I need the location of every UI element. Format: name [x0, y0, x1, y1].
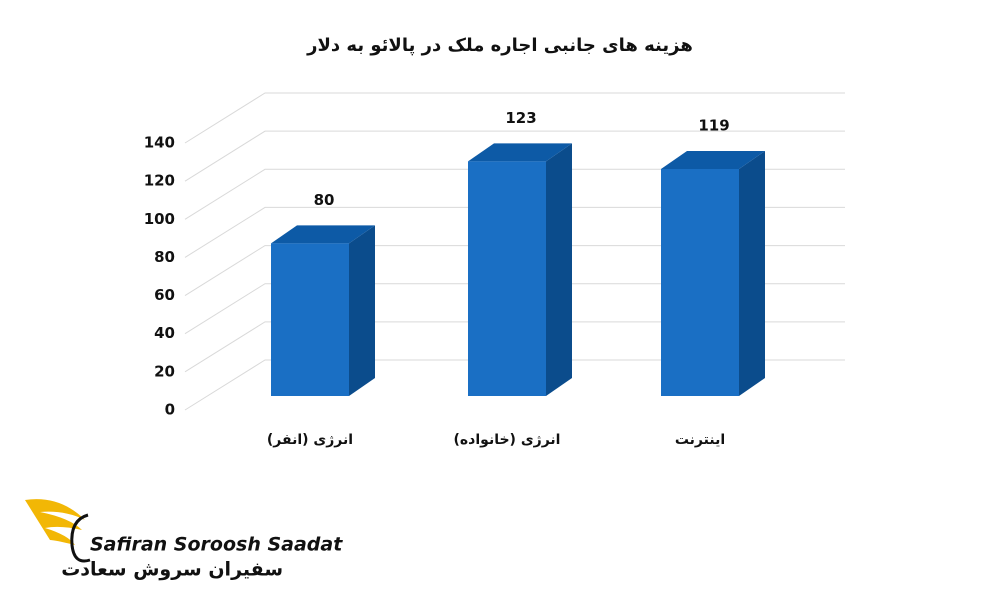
bar	[271, 225, 375, 396]
bar-front	[468, 161, 546, 396]
y-tick-label: 140	[144, 134, 175, 152]
y-tick-label: 40	[154, 324, 175, 342]
logo-latin: Safiran Soroosh Saadat	[90, 534, 343, 556]
logo: Safiran Soroosh Saadat سفیران سروش سعادت	[25, 499, 343, 581]
x-tick-label: انرژی (خانواده)	[454, 432, 561, 448]
y-tick-label: 20	[154, 362, 175, 380]
grid-line	[184, 92, 845, 144]
grid-line	[184, 245, 845, 296]
x-tick-label: اینترنت	[675, 432, 725, 448]
bar-top	[468, 143, 572, 162]
logo-wing	[25, 499, 85, 545]
bar-front	[271, 243, 349, 396]
chart-title: هزینه های جانبی اجاره ملک در پالائو به د…	[306, 35, 693, 56]
logo-persian: سفیران سروش سعادت	[61, 559, 283, 581]
grid-line	[184, 206, 845, 258]
bar-front	[661, 169, 739, 396]
y-tick-label: 120	[144, 172, 175, 190]
value-label: 123	[505, 109, 536, 127]
logo-neck	[70, 513, 91, 563]
y-tick-label: 100	[144, 210, 175, 228]
bar	[661, 151, 765, 396]
grid-line	[184, 130, 845, 182]
y-tick-label: 60	[154, 286, 175, 304]
bar-top	[661, 151, 765, 170]
bar	[468, 143, 572, 396]
value-label: 119	[698, 117, 729, 135]
y-tick-label: 0	[165, 401, 175, 419]
grid-line	[184, 168, 845, 220]
grid-line	[184, 283, 845, 335]
grid-line	[184, 359, 845, 411]
bar-side	[739, 151, 765, 396]
bar-top	[271, 225, 375, 244]
bar-side	[546, 143, 572, 396]
bar-side	[349, 225, 375, 396]
x-tick-label: انرژی (انفر)	[267, 432, 353, 448]
grid-line	[184, 321, 845, 373]
value-label: 80	[314, 191, 335, 209]
y-tick-label: 80	[154, 248, 175, 266]
